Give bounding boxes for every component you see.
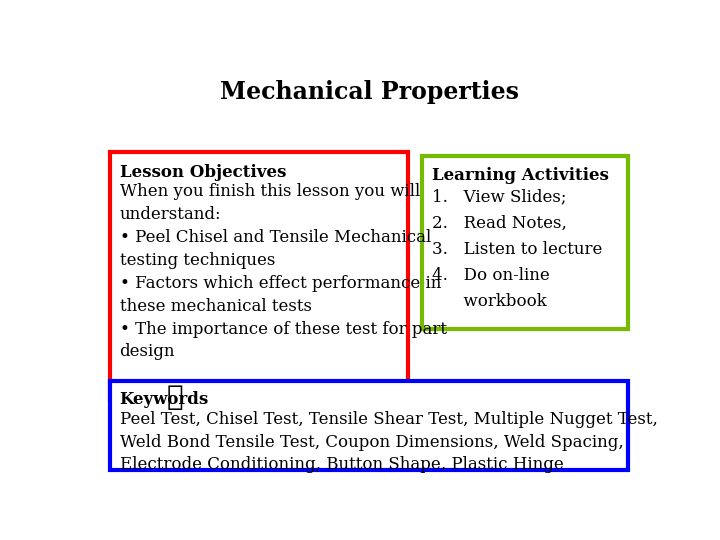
Text: 4.   Do on-line: 4. Do on-line: [432, 267, 550, 284]
Text: Keywords: Keywords: [120, 391, 209, 408]
Text: these mechanical tests: these mechanical tests: [120, 298, 312, 315]
FancyBboxPatch shape: [109, 381, 629, 470]
Text: 🗝: 🗝: [167, 383, 184, 411]
Text: understand:: understand:: [120, 206, 221, 223]
Text: Lesson Objectives: Lesson Objectives: [120, 164, 286, 181]
FancyBboxPatch shape: [422, 156, 629, 329]
Text: 3.   Listen to lecture: 3. Listen to lecture: [432, 241, 603, 258]
Text: 2.   Read Notes,: 2. Read Notes,: [432, 215, 567, 232]
Text: 1.   View Slides;: 1. View Slides;: [432, 188, 567, 206]
Text: When you finish this lesson you will: When you finish this lesson you will: [120, 183, 420, 200]
Text: Weld Bond Tensile Test, Coupon Dimensions, Weld Spacing,: Weld Bond Tensile Test, Coupon Dimension…: [120, 434, 624, 450]
Text: Mechanical Properties: Mechanical Properties: [220, 80, 518, 104]
Text: workbook: workbook: [432, 293, 546, 310]
Text: Learning Activities: Learning Activities: [432, 167, 609, 184]
Text: testing techniques: testing techniques: [120, 252, 275, 269]
Text: Electrode Conditioning, Button Shape, Plastic Hinge: Electrode Conditioning, Button Shape, Pl…: [120, 456, 563, 474]
Text: • The importance of these test for part: • The importance of these test for part: [120, 321, 446, 338]
Text: Peel Test, Chisel Test, Tensile Shear Test, Multiple Nugget Test,: Peel Test, Chisel Test, Tensile Shear Te…: [120, 411, 657, 428]
FancyBboxPatch shape: [109, 152, 408, 400]
Text: • Factors which effect performance in: • Factors which effect performance in: [120, 275, 441, 292]
Text: design: design: [120, 343, 175, 360]
Text: • Peel Chisel and Tensile Mechanical: • Peel Chisel and Tensile Mechanical: [120, 229, 431, 246]
